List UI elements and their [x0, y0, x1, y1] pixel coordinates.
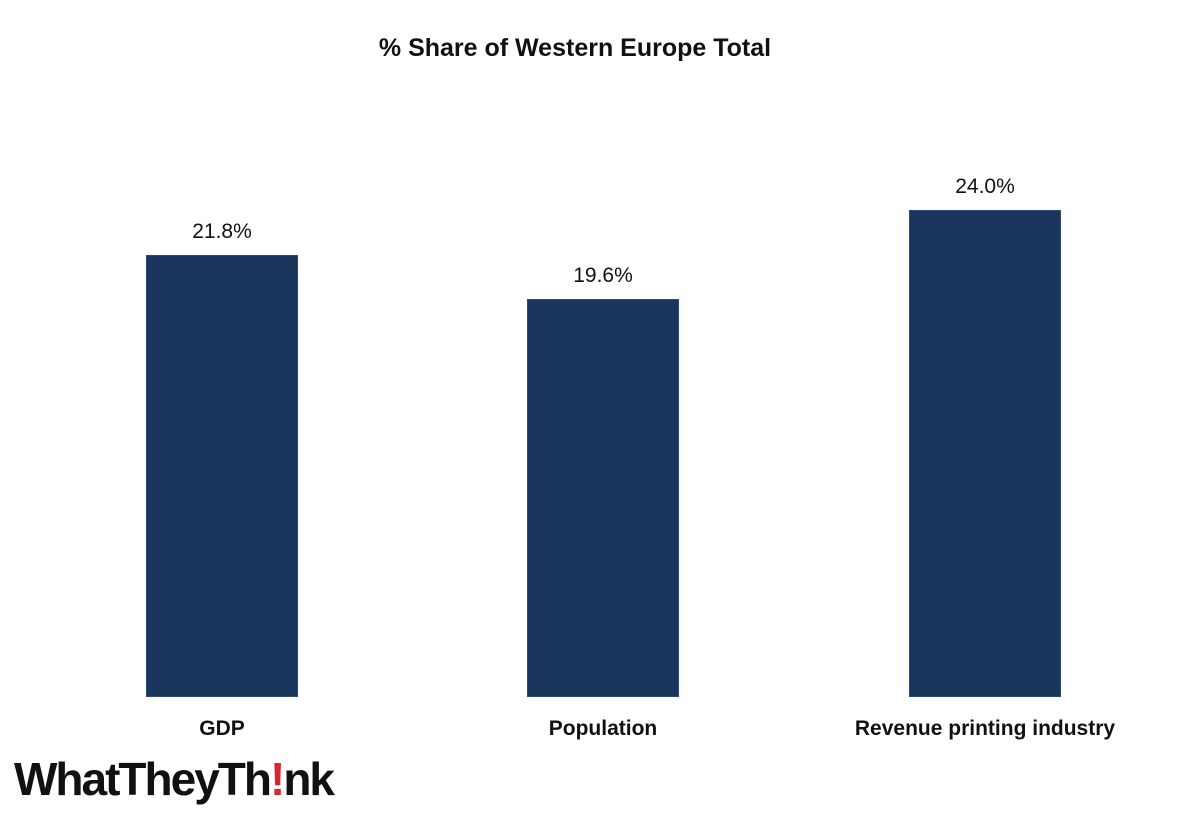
- bar-0: [146, 254, 298, 697]
- logo-exclamation-icon: !: [269, 753, 285, 805]
- category-label: Revenue printing industry: [854, 717, 1116, 740]
- value-label: 21.8%: [192, 219, 252, 243]
- value-label: 19.6%: [573, 264, 633, 288]
- value-label: 24.0%: [955, 175, 1015, 198]
- bar-2: [909, 210, 1061, 697]
- logo-text-1: WhatTheyTh: [14, 753, 272, 805]
- category-label: GDP: [199, 717, 245, 740]
- logo-text-2: nk: [283, 753, 335, 805]
- chart-title: % Share of Western Europe Total: [378, 34, 772, 62]
- category-label: Population: [548, 717, 658, 740]
- whattheythink-logo: WhatTheyTh!nk: [14, 752, 335, 806]
- bar-1: [527, 299, 679, 697]
